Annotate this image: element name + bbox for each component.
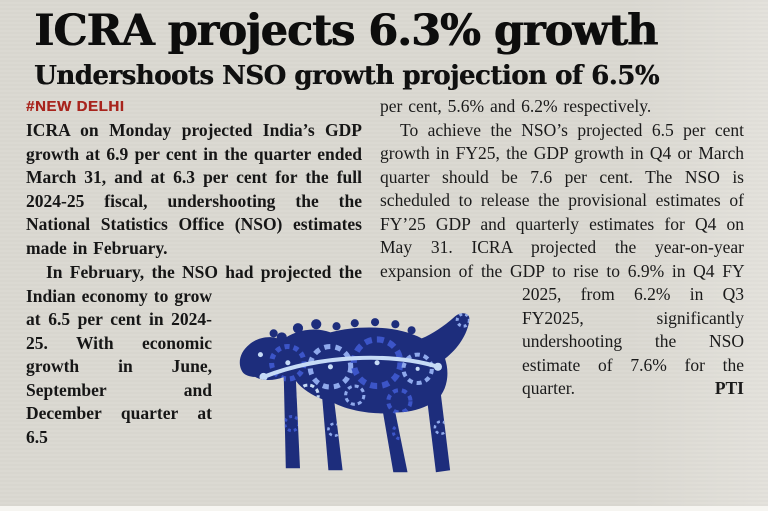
lede-paragraph: ICRA on Monday projected India’s GDP gro… <box>26 120 362 258</box>
paragraph-text: 2025, from 6.2% in Q3 FY2025, significan… <box>522 284 744 399</box>
paragraph: per cent, 5.6% and 6.2% respectively. <box>380 96 652 117</box>
paragraph: To achieve the NSO’s projected 6.5 per c… <box>380 119 744 401</box>
make-in-india-lion-illustration <box>239 313 470 473</box>
article-columns: #NEW DELHI ICRA on Monday projected Indi… <box>26 95 744 449</box>
paragraph-text: In February, the NSO had projected the I… <box>26 262 362 306</box>
lion-eye <box>257 352 263 358</box>
subheadline: Undershoots NSO growth projection of 6.5… <box>34 61 659 92</box>
paragraph-text: To achieve the NSO’s projected 6.5 per c… <box>380 119 744 281</box>
headline: ICRA projects 6.3% growth <box>34 6 658 56</box>
dateline: #NEW DELHI <box>26 98 125 116</box>
lion-silhouette <box>239 313 470 473</box>
right-column: per cent, 5.6% and 6.2% respectively. To… <box>380 95 744 449</box>
byline-pti: PTI <box>714 378 744 399</box>
article: ICRA projects 6.3% growth Undershoots NS… <box>26 6 744 449</box>
left-column: #NEW DELHI ICRA on Monday projected Indi… <box>26 95 362 449</box>
paragraph-text: economy to grow at 6.5 per cent in 2024-… <box>26 285 213 447</box>
paragraph: In February, the NSO had projected the I… <box>26 261 362 449</box>
